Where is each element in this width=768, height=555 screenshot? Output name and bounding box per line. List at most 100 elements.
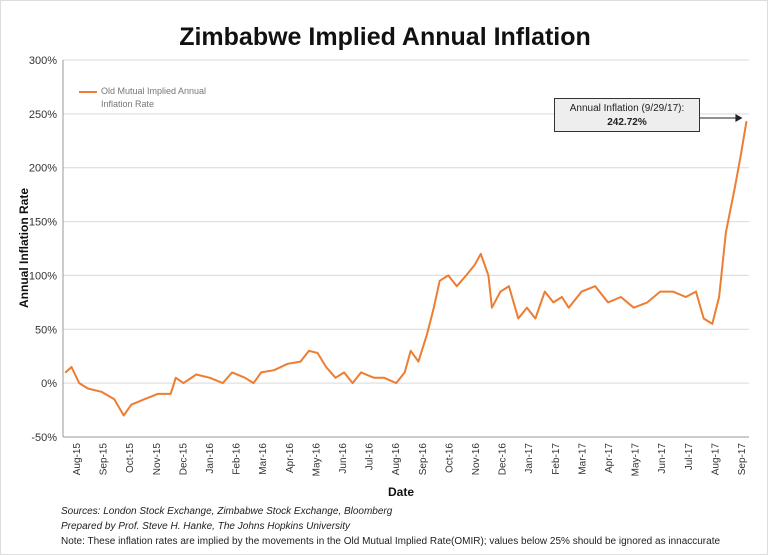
x-tick-label: May-17	[631, 443, 642, 477]
x-tick-label: Sep-17	[737, 443, 748, 476]
data-point	[122, 414, 125, 417]
x-tick-label: Aug-16	[391, 443, 402, 476]
chart-title: Zimbabwe Implied Annual Inflation	[179, 23, 591, 51]
x-tick-label: Nov-16	[471, 443, 482, 476]
data-point	[646, 301, 649, 304]
x-tick-label: May-16	[311, 443, 322, 477]
data-point	[456, 285, 458, 288]
y-tick-label: 150%	[29, 217, 57, 229]
x-tick-label: Oct-16	[444, 443, 455, 473]
data-point	[702, 317, 705, 320]
data-point	[508, 285, 510, 288]
data-point	[351, 382, 354, 384]
x-tick-label: Apr-16	[285, 443, 296, 473]
data-point	[739, 156, 742, 158]
sources-note: Sources: London Stock Exchange, Zimbabwe…	[61, 506, 393, 517]
x-tick-label: Sep-15	[99, 443, 110, 476]
data-point	[491, 306, 493, 309]
data-point	[552, 301, 555, 304]
x-tick-label: Jan-17	[524, 443, 535, 474]
data-point	[432, 306, 435, 309]
x-axis-label: Date	[387, 485, 414, 499]
data-point	[725, 231, 727, 234]
y-tick-label: 100%	[29, 270, 57, 282]
x-tick-label: Jun-17	[657, 443, 668, 474]
y-tick-label: 300%	[29, 55, 57, 67]
data-point	[100, 390, 103, 393]
data-point	[273, 369, 275, 372]
y-tick-label: 250%	[29, 109, 57, 121]
x-tick-label: Aug-17	[710, 443, 721, 476]
data-point	[308, 350, 310, 352]
data-point	[409, 350, 412, 352]
y-axis-label: Annual Inflation Rate	[17, 188, 31, 308]
data-point	[632, 306, 635, 309]
data-point	[157, 393, 159, 395]
data-point	[231, 371, 233, 374]
x-tick-label: Feb-17	[551, 443, 562, 475]
data-point	[672, 290, 674, 293]
data-point	[343, 371, 345, 374]
y-tick-label: 0%	[41, 378, 57, 390]
data-point	[325, 366, 327, 368]
data-point	[64, 371, 67, 374]
data-point	[174, 376, 177, 379]
data-point	[70, 366, 73, 368]
data-point	[209, 376, 211, 379]
x-tick-label: Sep-16	[418, 443, 429, 476]
data-point	[417, 360, 420, 363]
data-point	[373, 376, 375, 379]
data-point	[499, 290, 502, 293]
data-point	[517, 317, 520, 320]
data-point	[526, 306, 528, 309]
data-point	[438, 280, 441, 282]
data-point	[221, 382, 224, 384]
annotation-value: 242.72%	[607, 117, 647, 128]
legend-swatch	[79, 91, 97, 93]
annotation-arrowhead	[735, 114, 743, 122]
data-point	[86, 387, 89, 390]
x-tick-label: Jul-17	[684, 443, 695, 471]
x-tick-label: Oct-15	[125, 443, 136, 473]
x-tick-label: Jun-16	[338, 443, 349, 474]
x-tick-label: Feb-16	[232, 443, 243, 475]
data-point	[745, 120, 748, 123]
data-point	[383, 376, 386, 379]
data-point	[659, 290, 661, 293]
data-point	[252, 382, 255, 384]
data-point	[360, 371, 362, 374]
data-point	[544, 290, 546, 293]
annotation-callout: Annual Inflation (9/29/17): 242.72%	[554, 98, 700, 132]
data-point	[567, 306, 570, 309]
y-tick-label: -50%	[31, 432, 57, 444]
data-point	[169, 393, 172, 395]
data-point	[580, 290, 583, 293]
annotation-label: Annual Inflation (9/29/17):	[569, 103, 685, 114]
data-point	[130, 403, 133, 406]
data-point	[711, 323, 714, 325]
prepared-note: Prepared by Prof. Steve H. Hanke, The Jo…	[61, 521, 351, 532]
legend: Old Mutual Implied Annual Inflation Rate	[79, 85, 211, 111]
data-point	[620, 296, 622, 298]
data-point	[607, 301, 609, 304]
legend-label: Old Mutual Implied Annual Inflation Rate	[101, 86, 207, 109]
data-point	[479, 253, 482, 255]
data-point	[143, 398, 145, 401]
data-point	[733, 188, 736, 191]
data-point	[534, 317, 537, 320]
data-point	[260, 371, 262, 374]
data-point	[684, 296, 687, 298]
x-tick-label: Jan-16	[205, 443, 216, 474]
x-tick-label: Aug-15	[72, 443, 83, 476]
data-point	[473, 263, 476, 266]
disclaimer-note: Note: These inflation rates are implied …	[61, 536, 721, 547]
data-point	[465, 274, 468, 277]
data-point	[594, 285, 597, 288]
data-point	[561, 296, 563, 298]
data-point	[195, 373, 198, 376]
y-tick-label: 200%	[29, 163, 57, 175]
data-point	[718, 296, 720, 298]
data-point	[695, 290, 697, 293]
data-point	[286, 362, 289, 365]
